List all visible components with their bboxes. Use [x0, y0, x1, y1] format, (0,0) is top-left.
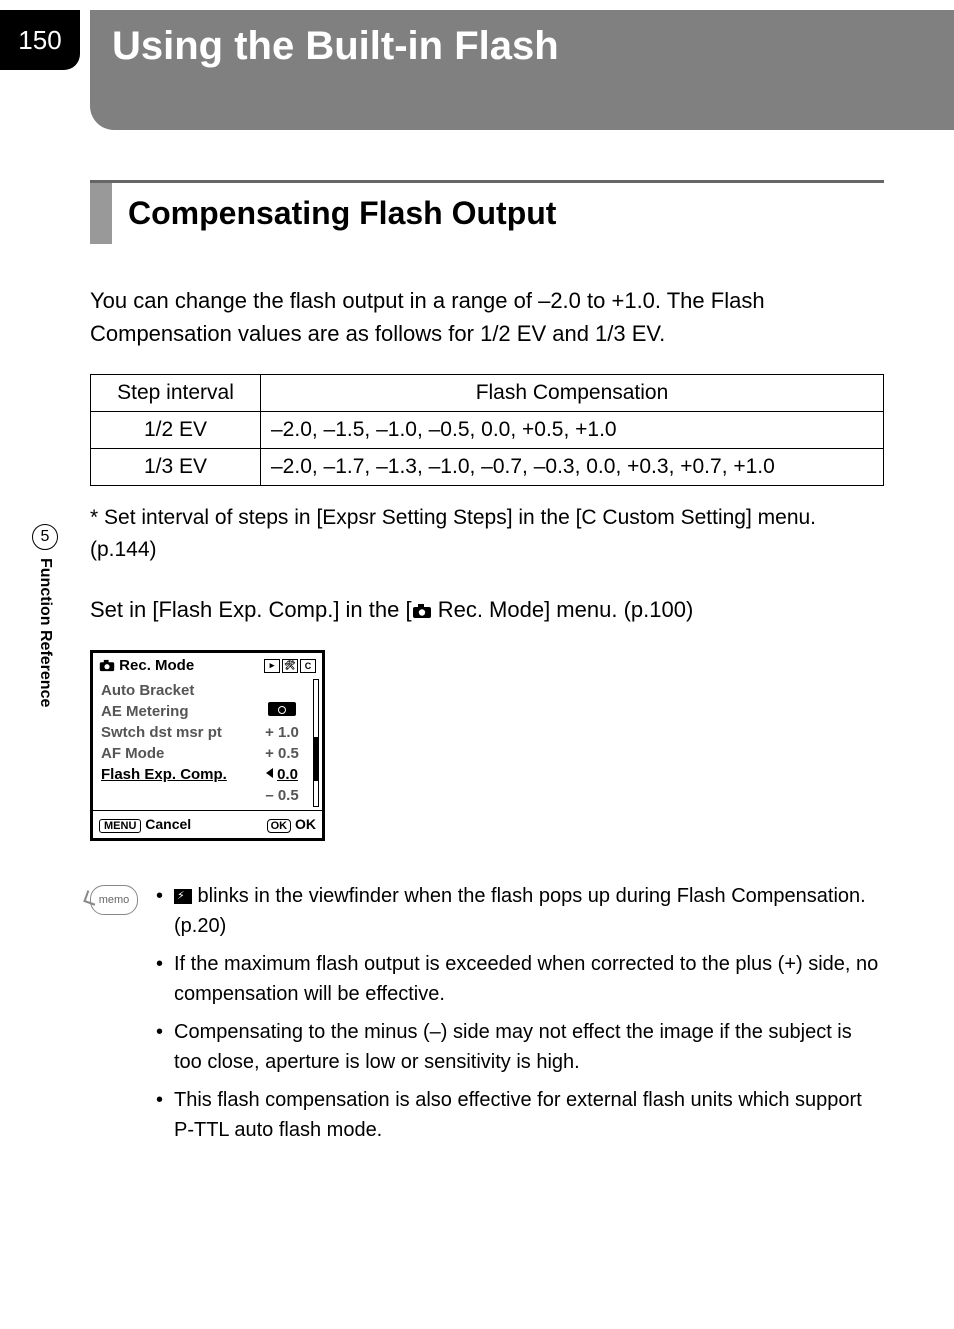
metering-icon [268, 702, 296, 716]
table-row: 1/2 EV –2.0, –1.5, –1.0, –0.5, 0.0, +0.5… [91, 412, 884, 449]
lcd-scrollbar [313, 679, 319, 807]
memo-item: Compensating to the minus (–) side may n… [156, 1017, 884, 1077]
memo-item: This flash compensation is also effectiv… [156, 1085, 884, 1145]
memo-list: blinks in the viewfinder when the flash … [156, 881, 884, 1153]
custom-tab-icon: C [300, 659, 316, 673]
lcd-footer: MENU Cancel OK OK [93, 810, 322, 838]
setup-tab-icon: 🛠 [282, 659, 298, 673]
playback-tab-icon: ▸ [264, 659, 280, 673]
left-arrow-icon [266, 768, 273, 778]
flash-compensation-icon [174, 889, 192, 904]
lcd-item-value: – 0.5 [256, 785, 308, 806]
memo-block: memo blinks in the viewfinder when the f… [90, 881, 884, 1153]
lcd-body: Auto Bracket AE Metering Swtch dst msr p… [93, 676, 322, 810]
lcd-item-label: AE Metering [101, 701, 189, 722]
lcd-item-value: + 0.5 [256, 743, 308, 764]
heading-accent [90, 183, 112, 244]
set-line: Set in [Flash Exp. Comp.] in the [ Rec. … [90, 593, 884, 626]
table-cell-step: 1/2 EV [91, 412, 261, 449]
lcd-title-bar: Rec. Mode ▸ 🛠 C [93, 653, 322, 676]
table-header-comp: Flash Compensation [261, 375, 884, 412]
footnote: * Set interval of steps in [Expsr Settin… [90, 502, 884, 565]
compensation-table: Step interval Flash Compensation 1/2 EV … [90, 374, 884, 486]
lcd-item-label: Flash Exp. Comp. [101, 764, 227, 785]
memo-text: blinks in the viewfinder when the flash … [174, 885, 866, 937]
table-cell-values: –2.0, –1.5, –1.0, –0.5, 0.0, +0.5, +1.0 [261, 412, 884, 449]
setline-post: Rec. Mode] menu. (p.100) [432, 597, 694, 622]
camera-icon [412, 603, 432, 619]
lcd-tab-icons: ▸ 🛠 C [264, 659, 316, 673]
lcd-item-label: Auto Bracket [101, 680, 194, 701]
table-header-step: Step interval [91, 375, 261, 412]
page-number: 150 [0, 10, 80, 70]
lcd-cancel-label: Cancel [145, 816, 191, 832]
lcd-selected-value: 0.0 [277, 766, 298, 783]
lcd-scrollbar-thumb [314, 737, 318, 781]
lcd-item-label: Swtch dst msr pt [101, 722, 222, 743]
section-title: Compensating Flash Output [112, 183, 556, 244]
setline-pre: Set in [Flash Exp. Comp.] in the [ [90, 597, 412, 622]
lcd-ok-label: OK [295, 816, 316, 832]
section-heading: Compensating Flash Output [90, 180, 884, 244]
memo-item: blinks in the viewfinder when the flash … [156, 881, 884, 941]
camera-icon [99, 659, 115, 672]
table-cell-step: 1/3 EV [91, 449, 261, 486]
memo-item: If the maximum flash output is exceeded … [156, 949, 884, 1009]
lcd-title: Rec. Mode [119, 657, 194, 674]
menu-button-icon: MENU [99, 819, 141, 833]
lcd-screen: Rec. Mode ▸ 🛠 C Auto Bracket AE Metering… [90, 650, 325, 841]
lcd-item-label: AF Mode [101, 743, 164, 764]
memo-icon: memo [90, 885, 138, 915]
intro-paragraph: You can change the flash output in a ran… [90, 284, 884, 350]
lcd-item-value: + 1.0 [256, 722, 308, 743]
page-header: 150 Using the Built-in Flash [0, 0, 954, 130]
ok-button-icon: OK [267, 819, 292, 833]
chapter-title: Using the Built-in Flash [90, 10, 954, 130]
lcd-item-value: 0.0 [256, 764, 308, 785]
lcd-item-value [256, 701, 308, 722]
table-row: 1/3 EV –2.0, –1.7, –1.3, –1.0, –0.7, –0.… [91, 449, 884, 486]
table-cell-values: –2.0, –1.7, –1.3, –1.0, –0.7, –0.3, 0.0,… [261, 449, 884, 486]
